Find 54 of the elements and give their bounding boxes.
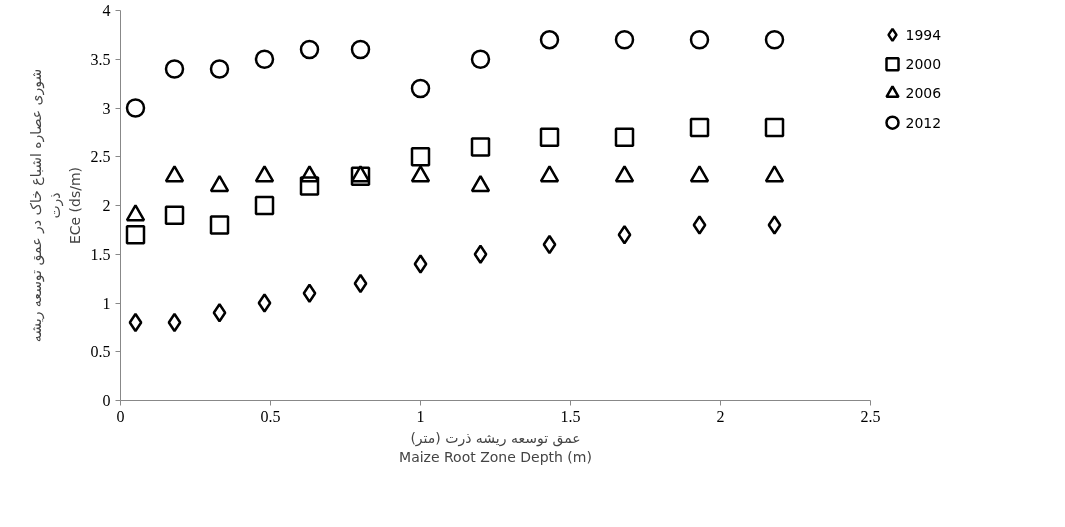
point [212, 303, 227, 323]
point [299, 176, 320, 196]
point [125, 98, 146, 118]
x-tick-label: 2 [716, 407, 725, 425]
point [299, 39, 320, 60]
point [209, 215, 230, 235]
point [254, 49, 275, 69]
point [164, 59, 185, 79]
point [539, 30, 560, 50]
point [410, 147, 431, 167]
legend-label: 1994 [905, 26, 942, 43]
y-tick-label: 2 [102, 197, 111, 214]
point [302, 283, 317, 303]
point [350, 39, 371, 60]
point [209, 59, 230, 79]
y-tick-label: 1 [102, 294, 111, 312]
legend-label: 2000 [905, 56, 942, 73]
point [764, 30, 785, 50]
point [614, 30, 635, 50]
y-tick-label: 4 [102, 2, 111, 19]
point [692, 215, 707, 235]
point [167, 312, 182, 333]
point [125, 225, 146, 245]
point [470, 137, 491, 157]
legend-label: 2006 [905, 85, 942, 102]
point [539, 127, 560, 147]
point [617, 225, 632, 245]
point [254, 195, 275, 216]
x-tick-label: 1.5 [560, 407, 581, 425]
point [164, 205, 185, 225]
point [689, 117, 710, 138]
point [542, 234, 557, 255]
point [353, 273, 368, 294]
y-tick-label: 0.5 [90, 343, 111, 361]
point [767, 215, 782, 235]
y-tick-label: 0 [102, 392, 111, 409]
point [410, 78, 431, 99]
y-tick-label: 1.5 [90, 245, 111, 263]
y-tick-label: 3 [102, 99, 111, 117]
x-tick-label: 1 [416, 407, 425, 425]
x-tick-label: 0.5 [260, 407, 281, 425]
legend-label: 2012 [905, 114, 942, 131]
point [473, 244, 488, 264]
point [764, 117, 785, 138]
x-tick-label: 2.5 [860, 407, 881, 425]
point [257, 293, 272, 313]
point [413, 254, 428, 274]
point [128, 312, 143, 333]
x-tick-label: 0 [116, 407, 125, 425]
y-tick-label: 3.5 [90, 50, 111, 68]
point [614, 127, 635, 147]
point [470, 49, 491, 69]
y-tick-label: 2.5 [90, 148, 111, 166]
point [689, 30, 710, 50]
